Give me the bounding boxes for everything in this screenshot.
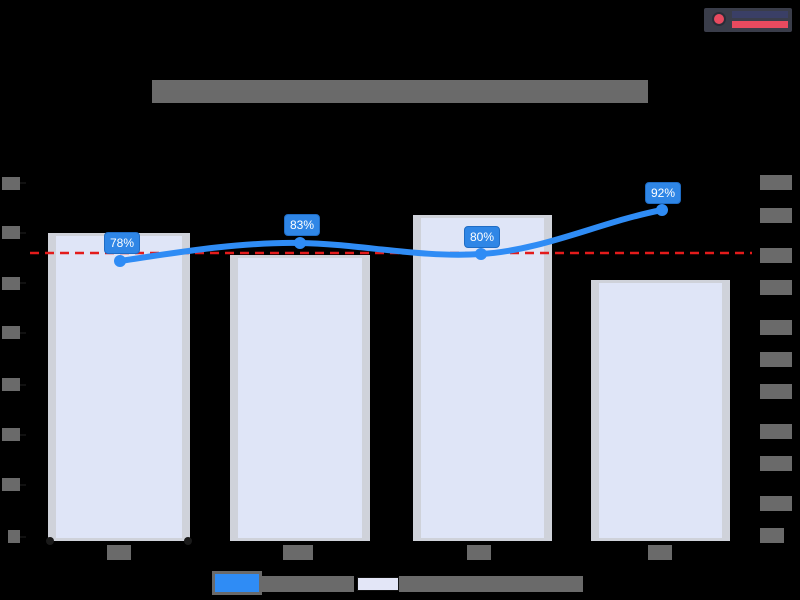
right-axis-label: ■■■ — [760, 424, 792, 439]
right-axis-label: ■■ — [760, 528, 784, 543]
left-axis-label: ■ — [2, 177, 20, 190]
x-axis-label: ■■■ — [107, 545, 131, 560]
logo-text-top: ■■■■■■ — [732, 11, 788, 18]
data-label: 80% — [464, 226, 501, 248]
left-axis-label: ■■ — [2, 277, 20, 290]
left-axis-label: ■■ — [2, 226, 20, 239]
right-axis-label: ■■■ — [760, 352, 792, 367]
brand-logo: ■■■■■■ ■■■■■■■ — [704, 8, 792, 32]
left-axis-ticks — [20, 182, 26, 538]
data-label: 83% — [284, 214, 321, 236]
legend-bar-label[interactable]: ■■■■■■■■■■■■■■■■■■■■■■■■ — [399, 576, 583, 592]
left-axis-label: ■■■ — [2, 378, 20, 391]
logo-text-bottom: ■■■■■■■ — [732, 21, 788, 28]
legend-bar-swatch[interactable] — [357, 577, 399, 591]
left-axis-label: ■■ — [2, 478, 20, 491]
right-axis-label: ■■■ — [760, 208, 792, 223]
left-axis-label: ■ — [8, 530, 20, 543]
right-axis-label: ■■■ — [760, 248, 792, 263]
data-label: 78% — [104, 232, 141, 254]
x-axis-label: ■■■ — [648, 545, 672, 560]
data-label: 92% — [645, 182, 682, 204]
left-axis-label: ■■ — [2, 326, 20, 339]
x-axis-label: ■■■ — [467, 545, 491, 560]
right-axis-label: ■■■ — [760, 496, 792, 511]
bar-series — [48, 215, 730, 541]
logo-globe-icon — [712, 12, 726, 26]
legend-line-label[interactable]: ■■■■■■■■■■ — [262, 576, 354, 592]
legend-line-swatch[interactable] — [212, 571, 262, 595]
right-axis-label: ■■■■ — [760, 175, 792, 190]
x-axis-label: ■■■■ — [283, 545, 313, 560]
left-axis-label: ■■ — [2, 428, 20, 441]
chart-title: ■■■■■■■■■■■■■■■■■■■■■■■■■■■■■■■■■■■■■■■ — [152, 80, 648, 103]
right-axis-label: ■■■ — [760, 280, 792, 295]
line-series — [117, 207, 665, 264]
right-axis-label: ■■■ — [760, 320, 792, 335]
right-axis-label: ■■■ — [760, 384, 792, 399]
right-axis-label: ■■■ — [760, 456, 792, 471]
